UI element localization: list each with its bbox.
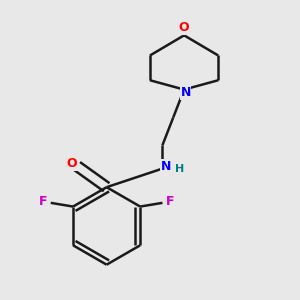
Text: H: H — [175, 164, 184, 174]
Text: F: F — [166, 195, 175, 208]
Text: O: O — [179, 21, 189, 34]
Text: O: O — [66, 157, 77, 170]
Text: N: N — [181, 86, 191, 99]
Text: N: N — [161, 160, 171, 172]
Text: F: F — [39, 195, 47, 208]
